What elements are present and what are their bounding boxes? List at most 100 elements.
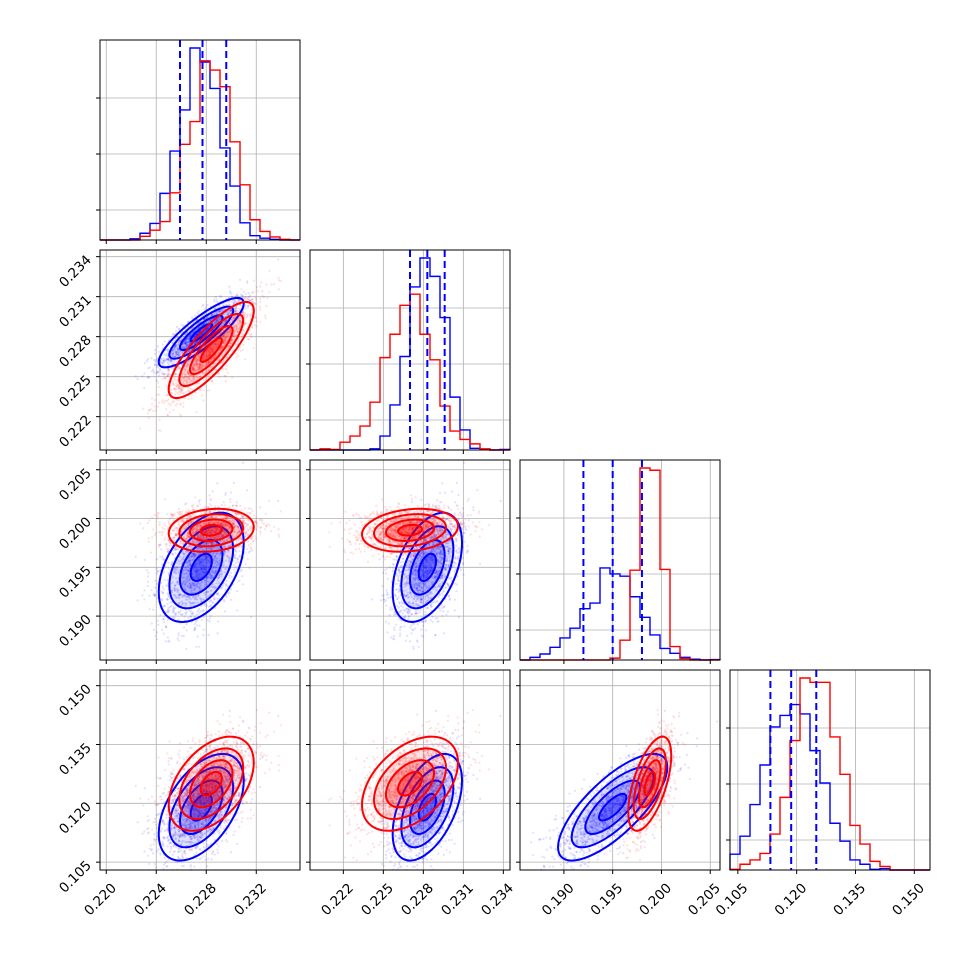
scatter-point [219,316,222,319]
scatter-point [158,374,161,377]
scatter-point [237,310,240,313]
scatter-point [259,300,262,303]
scatter-point [211,379,214,383]
scatter-point [228,303,231,306]
scatter-point [242,583,245,586]
scatter-point [194,319,197,322]
scatter-point [254,302,257,306]
scatter-point [213,322,216,325]
scatter-point [207,374,210,377]
scatter-point [214,321,217,324]
scatter-point [158,371,161,374]
scatter-point [226,331,229,334]
scatter-point [229,291,232,294]
scatter-point [171,611,174,614]
scatter-point [252,302,255,305]
scatter-point [206,342,209,345]
scatter-point [195,613,198,616]
scatter-point [184,375,187,378]
scatter-point [192,367,195,371]
scatter-point [248,567,251,570]
scatter-point [166,374,169,378]
scatter-point [215,320,219,323]
scatter-point [143,386,146,390]
scatter-point [204,378,207,381]
scatter-point [225,348,228,351]
scatter-point [143,362,146,365]
scatter-point [247,322,250,325]
scatter-point [255,316,258,320]
scatter-point [175,360,178,363]
scatter-point [206,349,209,352]
scatter-point [195,333,198,336]
scatter-point [202,318,205,321]
scatter-point [196,359,199,362]
scatter-point [217,318,221,321]
scatter-point [206,350,209,353]
scatter-point [208,360,211,363]
scatter-point [188,349,191,352]
scatter-point [218,319,221,322]
scatter-point [249,299,252,302]
scatter-point [216,344,220,347]
scatter-point [233,325,236,328]
scatter-point [156,631,159,634]
scatter-point [234,327,237,330]
scatter-point [246,314,249,317]
scatter-point [216,310,219,313]
scatter-point [183,341,186,344]
scatter-point [225,332,228,335]
scatter-point [163,340,166,343]
scatter-point [222,341,225,344]
scatter-point [174,355,177,358]
scatter-point [202,628,205,631]
scatter-point [209,603,213,607]
scatter-point [173,377,176,381]
scatter-point [154,360,157,363]
scatter-point [231,316,235,319]
scatter-point [188,341,191,345]
scatter-point [226,371,229,374]
scatter-point [161,585,164,588]
scatter-point [235,352,238,355]
panel-3-1 [310,670,510,870]
scatter-point [224,367,227,370]
scatter-point [148,409,151,412]
scatter-point [166,357,169,360]
scatter-point [237,318,240,321]
scatter-point [166,579,169,582]
scatter-point [171,354,174,357]
scatter-point [195,645,198,648]
scatter-point [218,333,221,336]
scatter-point [185,375,188,378]
scatter-point [227,312,230,315]
scatter-point [148,366,151,369]
scatter-point [157,385,160,389]
scatter-point [193,335,196,338]
scatter-point [246,338,249,341]
scatter-point [240,321,243,324]
scatter-point [176,353,179,356]
scatter-point [208,353,211,356]
scatter-point [234,329,237,332]
scatter-point [198,382,201,385]
scatter-point [212,345,215,348]
scatter-point [211,371,214,374]
scatter-point [244,311,247,314]
scatter-point [228,574,231,577]
scatter-point [175,350,179,353]
scatter-point [216,320,219,323]
scatter-point [220,587,223,590]
scatter-point [203,355,206,358]
scatter-point [212,345,215,348]
scatter-point [230,309,233,312]
scatter-point [210,314,214,317]
scatter-point [244,296,247,299]
scatter-point [230,301,234,304]
scatter-point [228,345,231,348]
scatter-point [172,352,175,355]
scatter-point [226,330,229,333]
scatter-point [200,367,203,370]
scatter-point [221,309,224,312]
scatter-point [170,360,173,363]
